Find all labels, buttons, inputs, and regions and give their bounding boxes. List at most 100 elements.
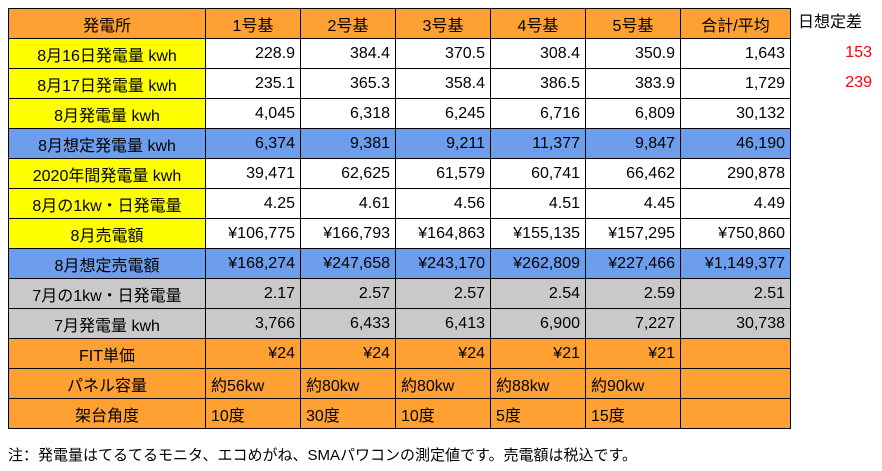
row-label-cell[interactable]: FIT単価 <box>8 338 206 369</box>
value-cell[interactable]: 290,878 <box>680 158 791 189</box>
value-cell[interactable]: 6,245 <box>395 98 491 129</box>
value-cell[interactable]: 6,318 <box>300 98 396 129</box>
row-label-cell[interactable]: 7月発電量 kwh <box>8 308 206 339</box>
value-cell[interactable]: 308.4 <box>490 38 586 69</box>
value-cell[interactable]: 235.1 <box>205 68 301 99</box>
column-header[interactable]: 3号基 <box>395 8 491 39</box>
row-label-cell[interactable]: パネル容量 <box>8 368 206 399</box>
value-cell[interactable]: 15度 <box>585 398 681 429</box>
value-cell[interactable]: 7,227 <box>585 308 681 339</box>
value-cell[interactable]: ¥155,135 <box>490 218 586 249</box>
value-cell[interactable]: 1,729 <box>680 68 791 99</box>
value-cell[interactable]: ¥24 <box>205 338 301 369</box>
value-cell[interactable]: 2.59 <box>585 278 681 309</box>
value-cell[interactable]: ¥157,295 <box>585 218 681 249</box>
value-cell[interactable]: 6,900 <box>490 308 586 339</box>
value-cell[interactable]: 30,738 <box>680 308 791 339</box>
column-header[interactable]: 5号基 <box>585 8 681 39</box>
row-label-cell[interactable]: 8月売電額 <box>8 218 206 249</box>
value-cell[interactable]: 6,433 <box>300 308 396 339</box>
value-cell[interactable]: 384.4 <box>300 38 396 69</box>
value-cell[interactable]: 約80kw <box>300 368 396 399</box>
value-cell[interactable]: 2.57 <box>300 278 396 309</box>
value-cell[interactable]: 3,766 <box>205 308 301 339</box>
row-label-cell[interactable]: 8月発電量 kwh <box>8 98 206 129</box>
value-cell[interactable]: 365.3 <box>300 68 396 99</box>
value-cell[interactable]: 383.9 <box>585 68 681 99</box>
row-label-cell[interactable]: 8月17日発電量 kwh <box>8 68 206 99</box>
value-cell[interactable]: 1,643 <box>680 38 791 69</box>
row-label-cell[interactable]: 8月想定発電量 kwh <box>8 128 206 159</box>
value-cell[interactable]: 6,374 <box>205 128 301 159</box>
value-cell[interactable]: 10度 <box>205 398 301 429</box>
value-cell[interactable]: ¥164,863 <box>395 218 491 249</box>
value-cell[interactable]: 2.54 <box>490 278 586 309</box>
value-cell[interactable]: 5度 <box>490 398 586 429</box>
value-cell[interactable]: 60,741 <box>490 158 586 189</box>
row-label-cell[interactable]: 架台角度 <box>8 398 206 429</box>
value-cell[interactable]: 4.51 <box>490 188 586 219</box>
column-header[interactable]: 1号基 <box>205 8 301 39</box>
row-label-cell[interactable]: 2020年間発電量 kwh <box>8 158 206 189</box>
row-label-cell[interactable]: 8月16日発電量 kwh <box>8 38 206 69</box>
value-cell[interactable]: 4.61 <box>300 188 396 219</box>
table-row: 架台角度 10度 30度 10度 5度 15度 <box>8 398 791 429</box>
value-cell[interactable]: 46,190 <box>680 128 791 159</box>
value-cell[interactable]: 30度 <box>300 398 396 429</box>
value-cell[interactable]: ¥166,793 <box>300 218 396 249</box>
value-cell[interactable]: 350.9 <box>585 38 681 69</box>
value-cell[interactable]: 約80kw <box>395 368 491 399</box>
row-label-cell[interactable]: 8月の1kw・日発電量 <box>8 188 206 219</box>
column-header[interactable]: 4号基 <box>490 8 586 39</box>
value-cell[interactable]: 61,579 <box>395 158 491 189</box>
value-cell[interactable]: ¥1,149,377 <box>680 248 791 279</box>
value-cell[interactable]: 6,809 <box>585 98 681 129</box>
value-cell[interactable]: 11,377 <box>490 128 586 159</box>
value-cell[interactable] <box>680 398 791 429</box>
value-cell[interactable]: 約88kw <box>490 368 586 399</box>
value-cell[interactable]: 約90kw <box>585 368 681 399</box>
value-cell[interactable]: ¥168,274 <box>205 248 301 279</box>
value-cell[interactable]: 4.25 <box>205 188 301 219</box>
value-cell[interactable]: 4.56 <box>395 188 491 219</box>
value-cell[interactable] <box>680 368 791 399</box>
value-cell[interactable]: 370.5 <box>395 38 491 69</box>
value-cell[interactable]: 228.9 <box>205 38 301 69</box>
value-cell[interactable]: 9,211 <box>395 128 491 159</box>
value-cell[interactable]: ¥262,809 <box>490 248 586 279</box>
value-cell[interactable]: 2.17 <box>205 278 301 309</box>
column-header[interactable]: 2号基 <box>300 8 396 39</box>
value-cell[interactable]: ¥247,658 <box>300 248 396 279</box>
value-cell[interactable]: 4.49 <box>680 188 791 219</box>
value-cell[interactable] <box>680 338 791 369</box>
table-row: 8月想定売電額 ¥168,274 ¥247,658 ¥243,170 ¥262,809 ¥… <box>8 248 791 279</box>
value-cell[interactable]: ¥750,860 <box>680 218 791 249</box>
value-cell[interactable]: 4.45 <box>585 188 681 219</box>
value-cell[interactable]: 358.4 <box>395 68 491 99</box>
value-cell[interactable]: 6,716 <box>490 98 586 129</box>
value-cell[interactable]: 2.57 <box>395 278 491 309</box>
value-cell[interactable]: ¥21 <box>585 338 681 369</box>
value-cell[interactable]: 9,381 <box>300 128 396 159</box>
row-label-cell[interactable]: 8月想定売電額 <box>8 248 206 279</box>
value-cell[interactable]: ¥21 <box>490 338 586 369</box>
column-header[interactable]: 合計/平均 <box>680 8 791 39</box>
value-cell[interactable]: ¥24 <box>395 338 491 369</box>
value-cell[interactable]: ¥243,170 <box>395 248 491 279</box>
value-cell[interactable]: 10度 <box>395 398 491 429</box>
value-cell[interactable]: 9,847 <box>585 128 681 159</box>
value-cell[interactable]: 62,625 <box>300 158 396 189</box>
value-cell[interactable]: 2.51 <box>680 278 791 309</box>
value-cell[interactable]: ¥24 <box>300 338 396 369</box>
value-cell[interactable]: ¥227,466 <box>585 248 681 279</box>
row-label-cell[interactable]: 7月の1kw・日発電量 <box>8 278 206 309</box>
value-cell[interactable]: 4,045 <box>205 98 301 129</box>
value-cell[interactable]: 39,471 <box>205 158 301 189</box>
column-header[interactable]: 発電所 <box>8 8 206 39</box>
value-cell[interactable]: 386.5 <box>490 68 586 99</box>
value-cell[interactable]: 約56kw <box>205 368 301 399</box>
value-cell[interactable]: 66,462 <box>585 158 681 189</box>
value-cell[interactable]: 6,413 <box>395 308 491 339</box>
value-cell[interactable]: 30,132 <box>680 98 791 129</box>
value-cell[interactable]: ¥106,775 <box>205 218 301 249</box>
